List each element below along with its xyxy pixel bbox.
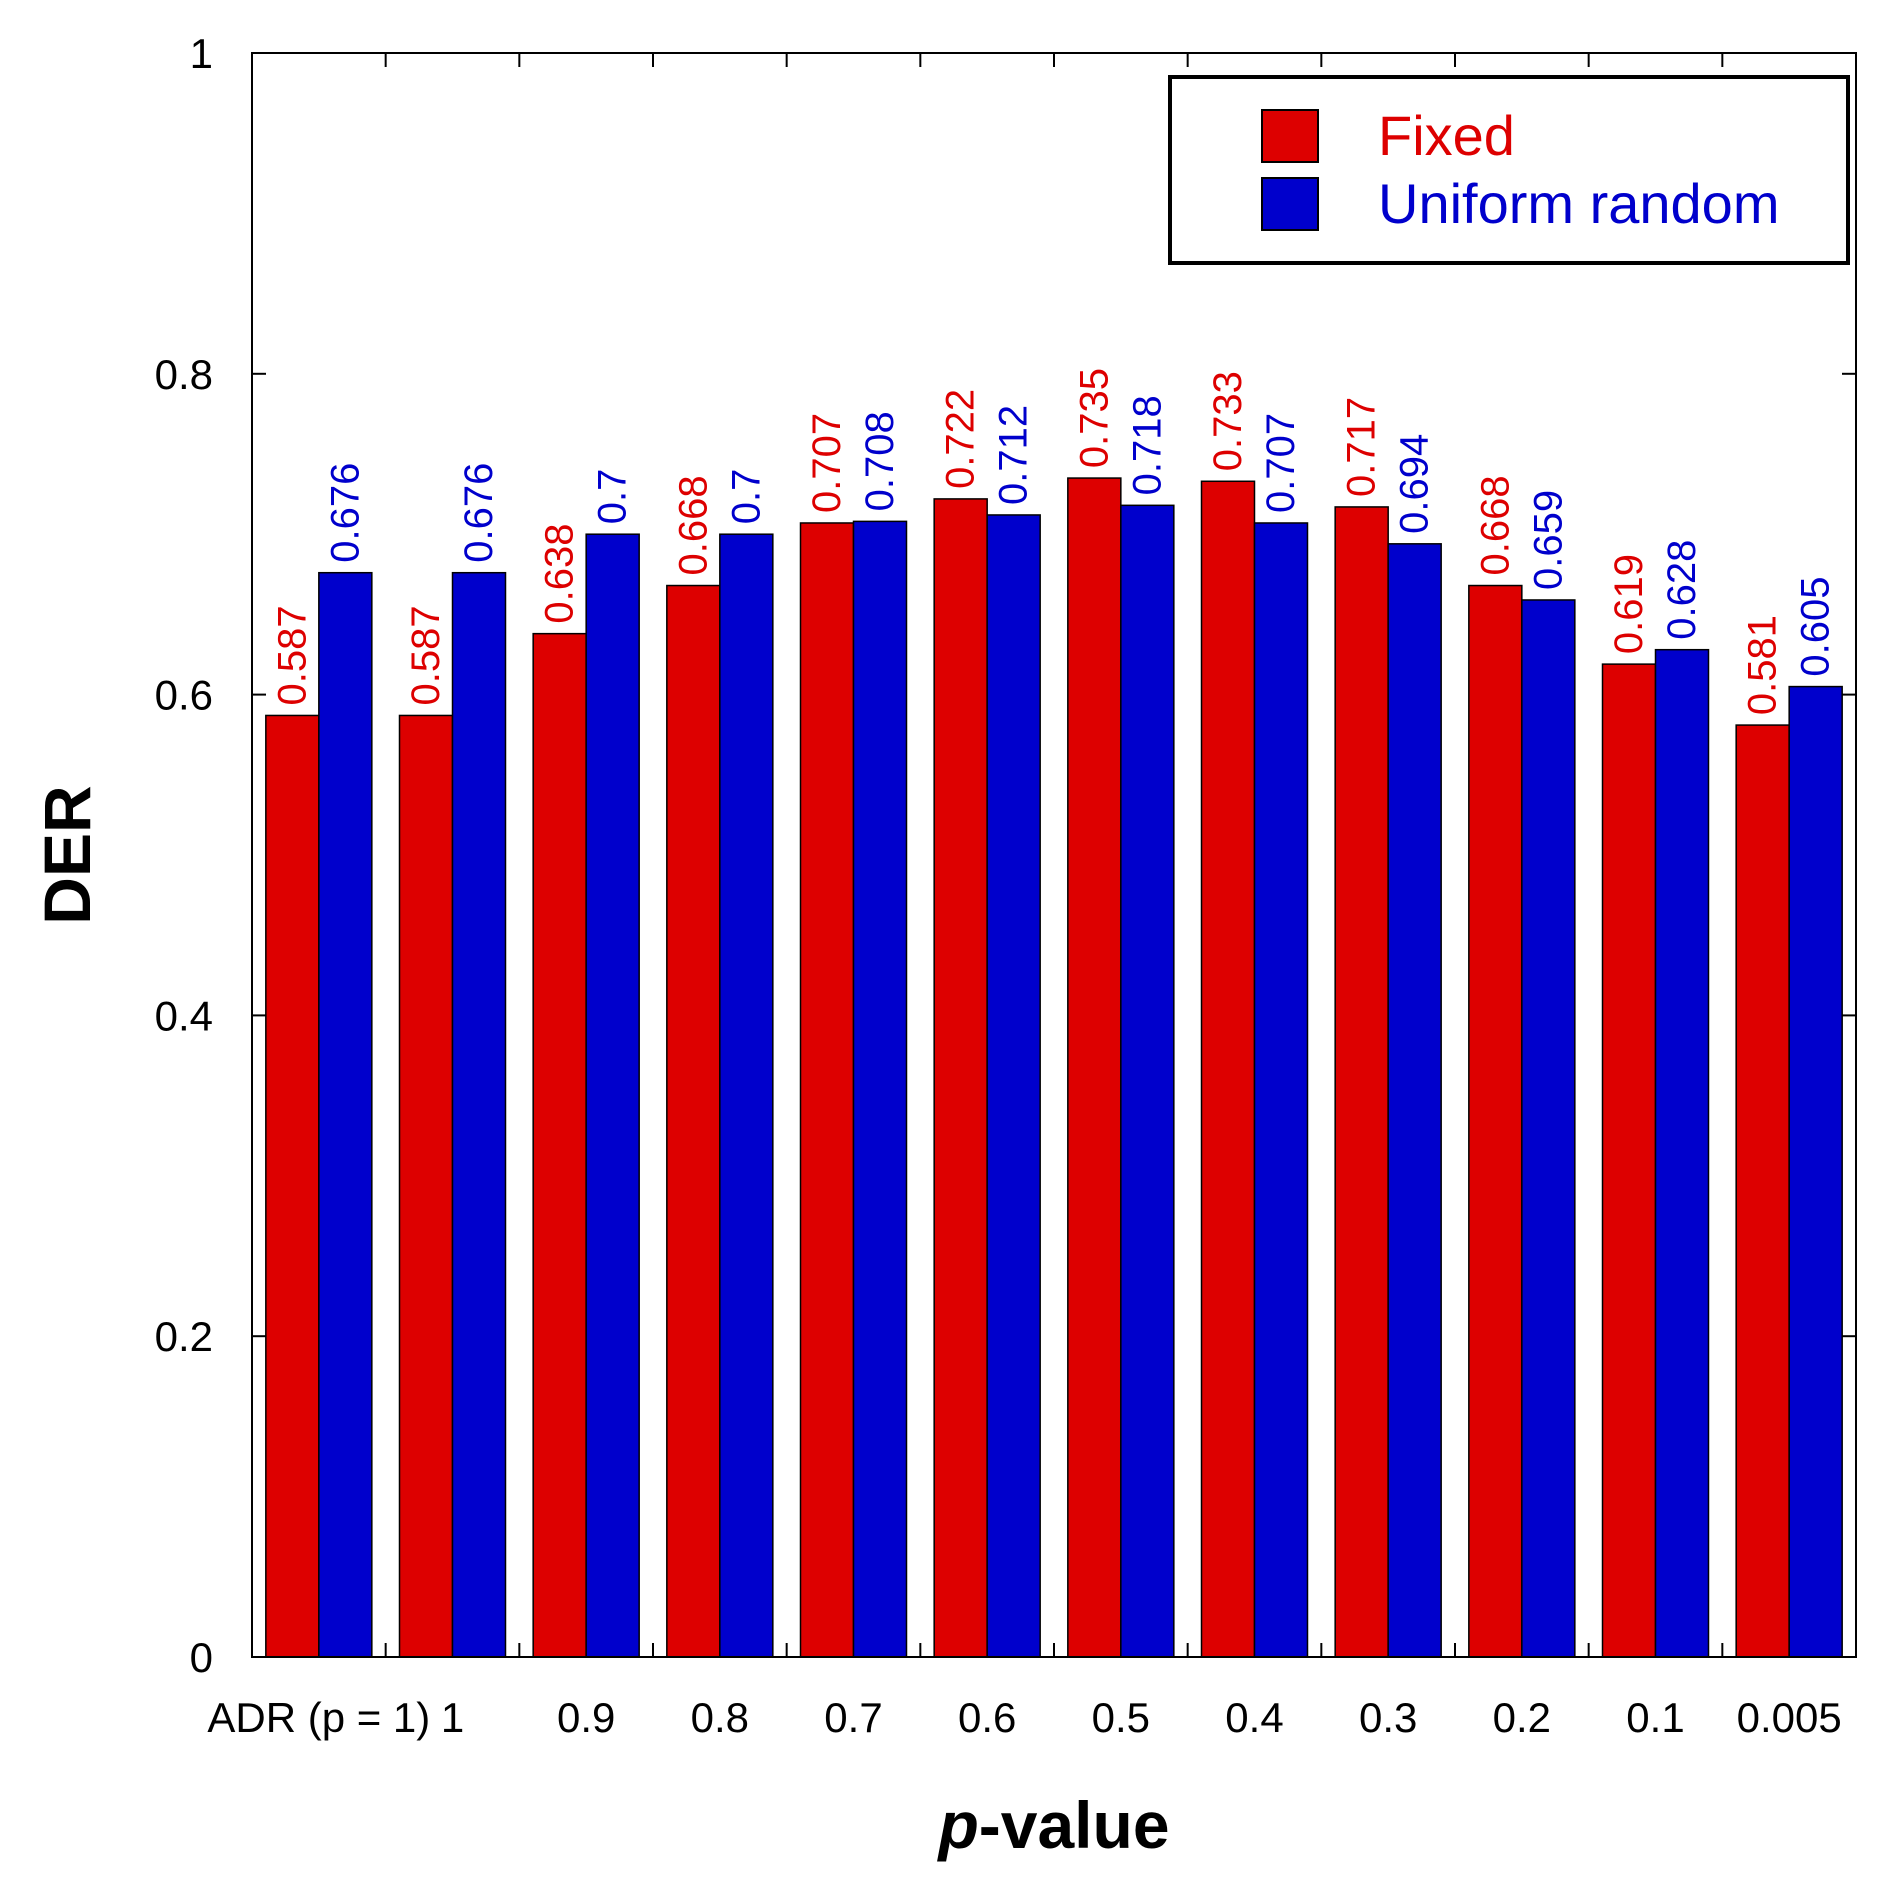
bar-fixed-1: [398, 714, 454, 1658]
bar-uniform-random-8: [1387, 543, 1442, 1658]
data-label-uniform-random-6: 0.718: [1125, 395, 1169, 495]
bar-uniform-random-10: [1654, 648, 1710, 1658]
bar-uniform-random-0: [318, 571, 373, 1658]
data-label-uniform-random-5: 0.712: [992, 405, 1036, 505]
x-axis-label-rest: -value: [979, 1788, 1170, 1862]
bar-fixed-2: [532, 632, 587, 1658]
data-label-uniform-random-4: 0.708: [858, 411, 902, 511]
x-tick-label-6: 0.5: [1092, 1694, 1150, 1741]
bar-uniform-random-5: [986, 514, 1041, 1658]
bar-fixed-7: [1200, 480, 1256, 1658]
y-tick-label-2: 0.4: [155, 992, 213, 1039]
x-tick-label-3: 0.8: [691, 1694, 749, 1741]
x-axis-label: p-value: [936, 1788, 1169, 1862]
bar-fixed-9: [1468, 584, 1523, 1658]
x-tick-label-5: 0.6: [958, 1694, 1016, 1741]
bar-fixed-10: [1601, 663, 1657, 1658]
data-label-uniform-random-11: 0.605: [1794, 576, 1838, 676]
bar-uniform-random-1: [451, 571, 507, 1658]
data-label-uniform-random-7: 0.707: [1259, 413, 1303, 513]
bar-uniform-random-7: [1253, 522, 1309, 1658]
y-tick-label-3: 0.6: [155, 672, 213, 719]
x-tick-label-10: 0.1: [1626, 1694, 1684, 1741]
bar-fixed-0: [265, 714, 320, 1658]
data-label-uniform-random-3: 0.7: [724, 469, 768, 525]
data-label-fixed-5: 0.722: [939, 389, 983, 489]
bar-uniform-random-11: [1788, 685, 1843, 1658]
data-label-uniform-random-1: 0.676: [457, 463, 501, 563]
y-axis-label: DER: [30, 785, 104, 924]
y-tick-label-0: 0: [190, 1634, 213, 1681]
data-label-fixed-7: 0.733: [1206, 371, 1250, 471]
data-label-fixed-4: 0.707: [805, 413, 849, 513]
x-tick-label-8: 0.3: [1359, 1694, 1417, 1741]
bar-uniform-random-9: [1521, 599, 1576, 1658]
bar-uniform-random-6: [1120, 504, 1175, 1658]
x-tick-label-2: 0.9: [557, 1694, 615, 1741]
x-tick-label-1: 1: [441, 1694, 464, 1741]
data-label-uniform-random-9: 0.659: [1526, 490, 1570, 590]
x-tick-label-9: 0.2: [1493, 1694, 1551, 1741]
data-label-uniform-random-0: 0.676: [323, 463, 367, 563]
bar-uniform-random-4: [852, 520, 908, 1658]
x-tick-label-4: 0.7: [824, 1694, 882, 1741]
y-tick-label-5: 1: [190, 30, 213, 77]
data-label-fixed-2: 0.638: [538, 524, 582, 624]
bar-fixed-4: [799, 522, 855, 1658]
x-tick-label-11: 0.005: [1737, 1694, 1842, 1741]
y-tick-label-1: 0.2: [155, 1313, 213, 1360]
data-label-fixed-8: 0.717: [1340, 397, 1384, 497]
data-label-fixed-3: 0.668: [671, 475, 715, 575]
legend-label-fixed: Fixed: [1378, 104, 1515, 167]
y-tick-label-4: 0.8: [155, 351, 213, 398]
legend-box: [1168, 75, 1850, 265]
data-label-uniform-random-10: 0.628: [1660, 540, 1704, 640]
bar-fixed-6: [1067, 477, 1122, 1658]
bar-fixed-11: [1735, 724, 1790, 1658]
data-label-uniform-random-8: 0.694: [1393, 434, 1437, 534]
bar-uniform-random-3: [719, 533, 774, 1658]
bar-fixed-5: [933, 498, 988, 1658]
data-label-fixed-9: 0.668: [1473, 475, 1517, 575]
data-label-fixed-10: 0.619: [1607, 554, 1651, 654]
data-label-uniform-random-2: 0.7: [591, 469, 635, 525]
bar-uniform-random-2: [585, 533, 640, 1658]
legend-label-uniform-random: Uniform random: [1378, 172, 1779, 235]
data-label-fixed-6: 0.735: [1072, 368, 1116, 468]
data-label-fixed-0: 0.587: [270, 605, 314, 705]
x-axis-label-italic-p: p: [936, 1788, 978, 1862]
legend-swatch-fixed: [1261, 109, 1319, 163]
x-tick-label-0: ADR (p = 1): [207, 1694, 430, 1741]
data-label-fixed-1: 0.587: [404, 605, 448, 705]
legend-swatch-uniform-random: [1261, 177, 1319, 231]
x-tick-label-7: 0.4: [1225, 1694, 1283, 1741]
bar-fixed-3: [666, 584, 721, 1658]
bar-fixed-8: [1334, 506, 1389, 1658]
data-label-fixed-11: 0.581: [1741, 615, 1785, 715]
